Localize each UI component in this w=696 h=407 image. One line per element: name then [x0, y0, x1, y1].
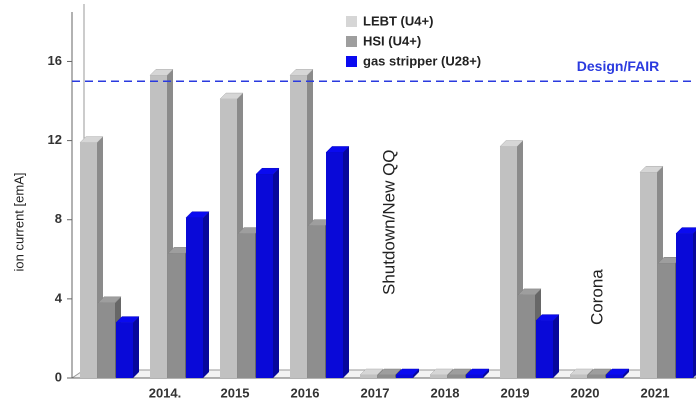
bar [98, 302, 115, 378]
bar [360, 375, 377, 378]
legend-label: LEBT (U4+) [363, 13, 433, 28]
bar-side [553, 314, 559, 378]
bar [430, 375, 447, 378]
bar-side [273, 168, 279, 378]
bar [256, 174, 273, 378]
reference-label: Design/FAIR [577, 58, 659, 74]
x-tick-label: 2016 [291, 385, 320, 400]
legend-label: gas stripper (U28+) [363, 53, 481, 68]
y-axis-label: ion current [emA] [11, 173, 26, 272]
bar [186, 217, 203, 378]
bar-side [693, 230, 696, 378]
bar [308, 225, 325, 378]
legend-swatch [346, 56, 357, 67]
bar [466, 375, 483, 378]
bar [536, 320, 553, 378]
bar [570, 375, 587, 378]
y-tick-label: 0 [55, 369, 62, 384]
bar [640, 172, 657, 378]
x-tick-label: 2018 [431, 385, 460, 400]
bar-side [413, 369, 419, 378]
bar [80, 142, 97, 378]
bar [168, 253, 185, 378]
bar [448, 375, 465, 378]
annotation: Corona [587, 269, 606, 325]
x-tick-label: 2021 [641, 385, 670, 400]
x-tick-label: 2014. [149, 385, 182, 400]
y-tick-label: 8 [55, 211, 62, 226]
bar-side [133, 316, 139, 378]
legend-label: HSI (U4+) [363, 33, 421, 48]
bar [676, 233, 693, 378]
bar [378, 375, 395, 378]
annotation: Shutdown/New QQ [379, 149, 398, 295]
x-tick-label: 2020 [571, 385, 600, 400]
x-tick-label: 2017 [361, 385, 390, 400]
bar [116, 322, 133, 378]
y-tick-label: 4 [55, 290, 63, 305]
legend-swatch [346, 16, 357, 27]
bar [326, 152, 343, 378]
bar [220, 99, 237, 378]
bar [588, 375, 605, 378]
bar [238, 233, 255, 378]
bar-side [623, 369, 629, 378]
bar-top [675, 227, 696, 234]
bar-side [203, 211, 209, 378]
legend-swatch [346, 36, 357, 47]
x-tick-label: 2019 [501, 385, 530, 400]
bar [150, 75, 167, 378]
bar [658, 263, 675, 378]
y-tick-label: 16 [48, 53, 62, 68]
bar [518, 294, 535, 378]
bar [290, 75, 307, 378]
y-tick-label: 12 [48, 132, 62, 147]
bar [606, 375, 623, 378]
x-tick-label: 2015 [221, 385, 250, 400]
bar-side [483, 369, 489, 378]
bar-side [343, 146, 349, 378]
bar [500, 146, 517, 378]
bar [396, 375, 413, 378]
